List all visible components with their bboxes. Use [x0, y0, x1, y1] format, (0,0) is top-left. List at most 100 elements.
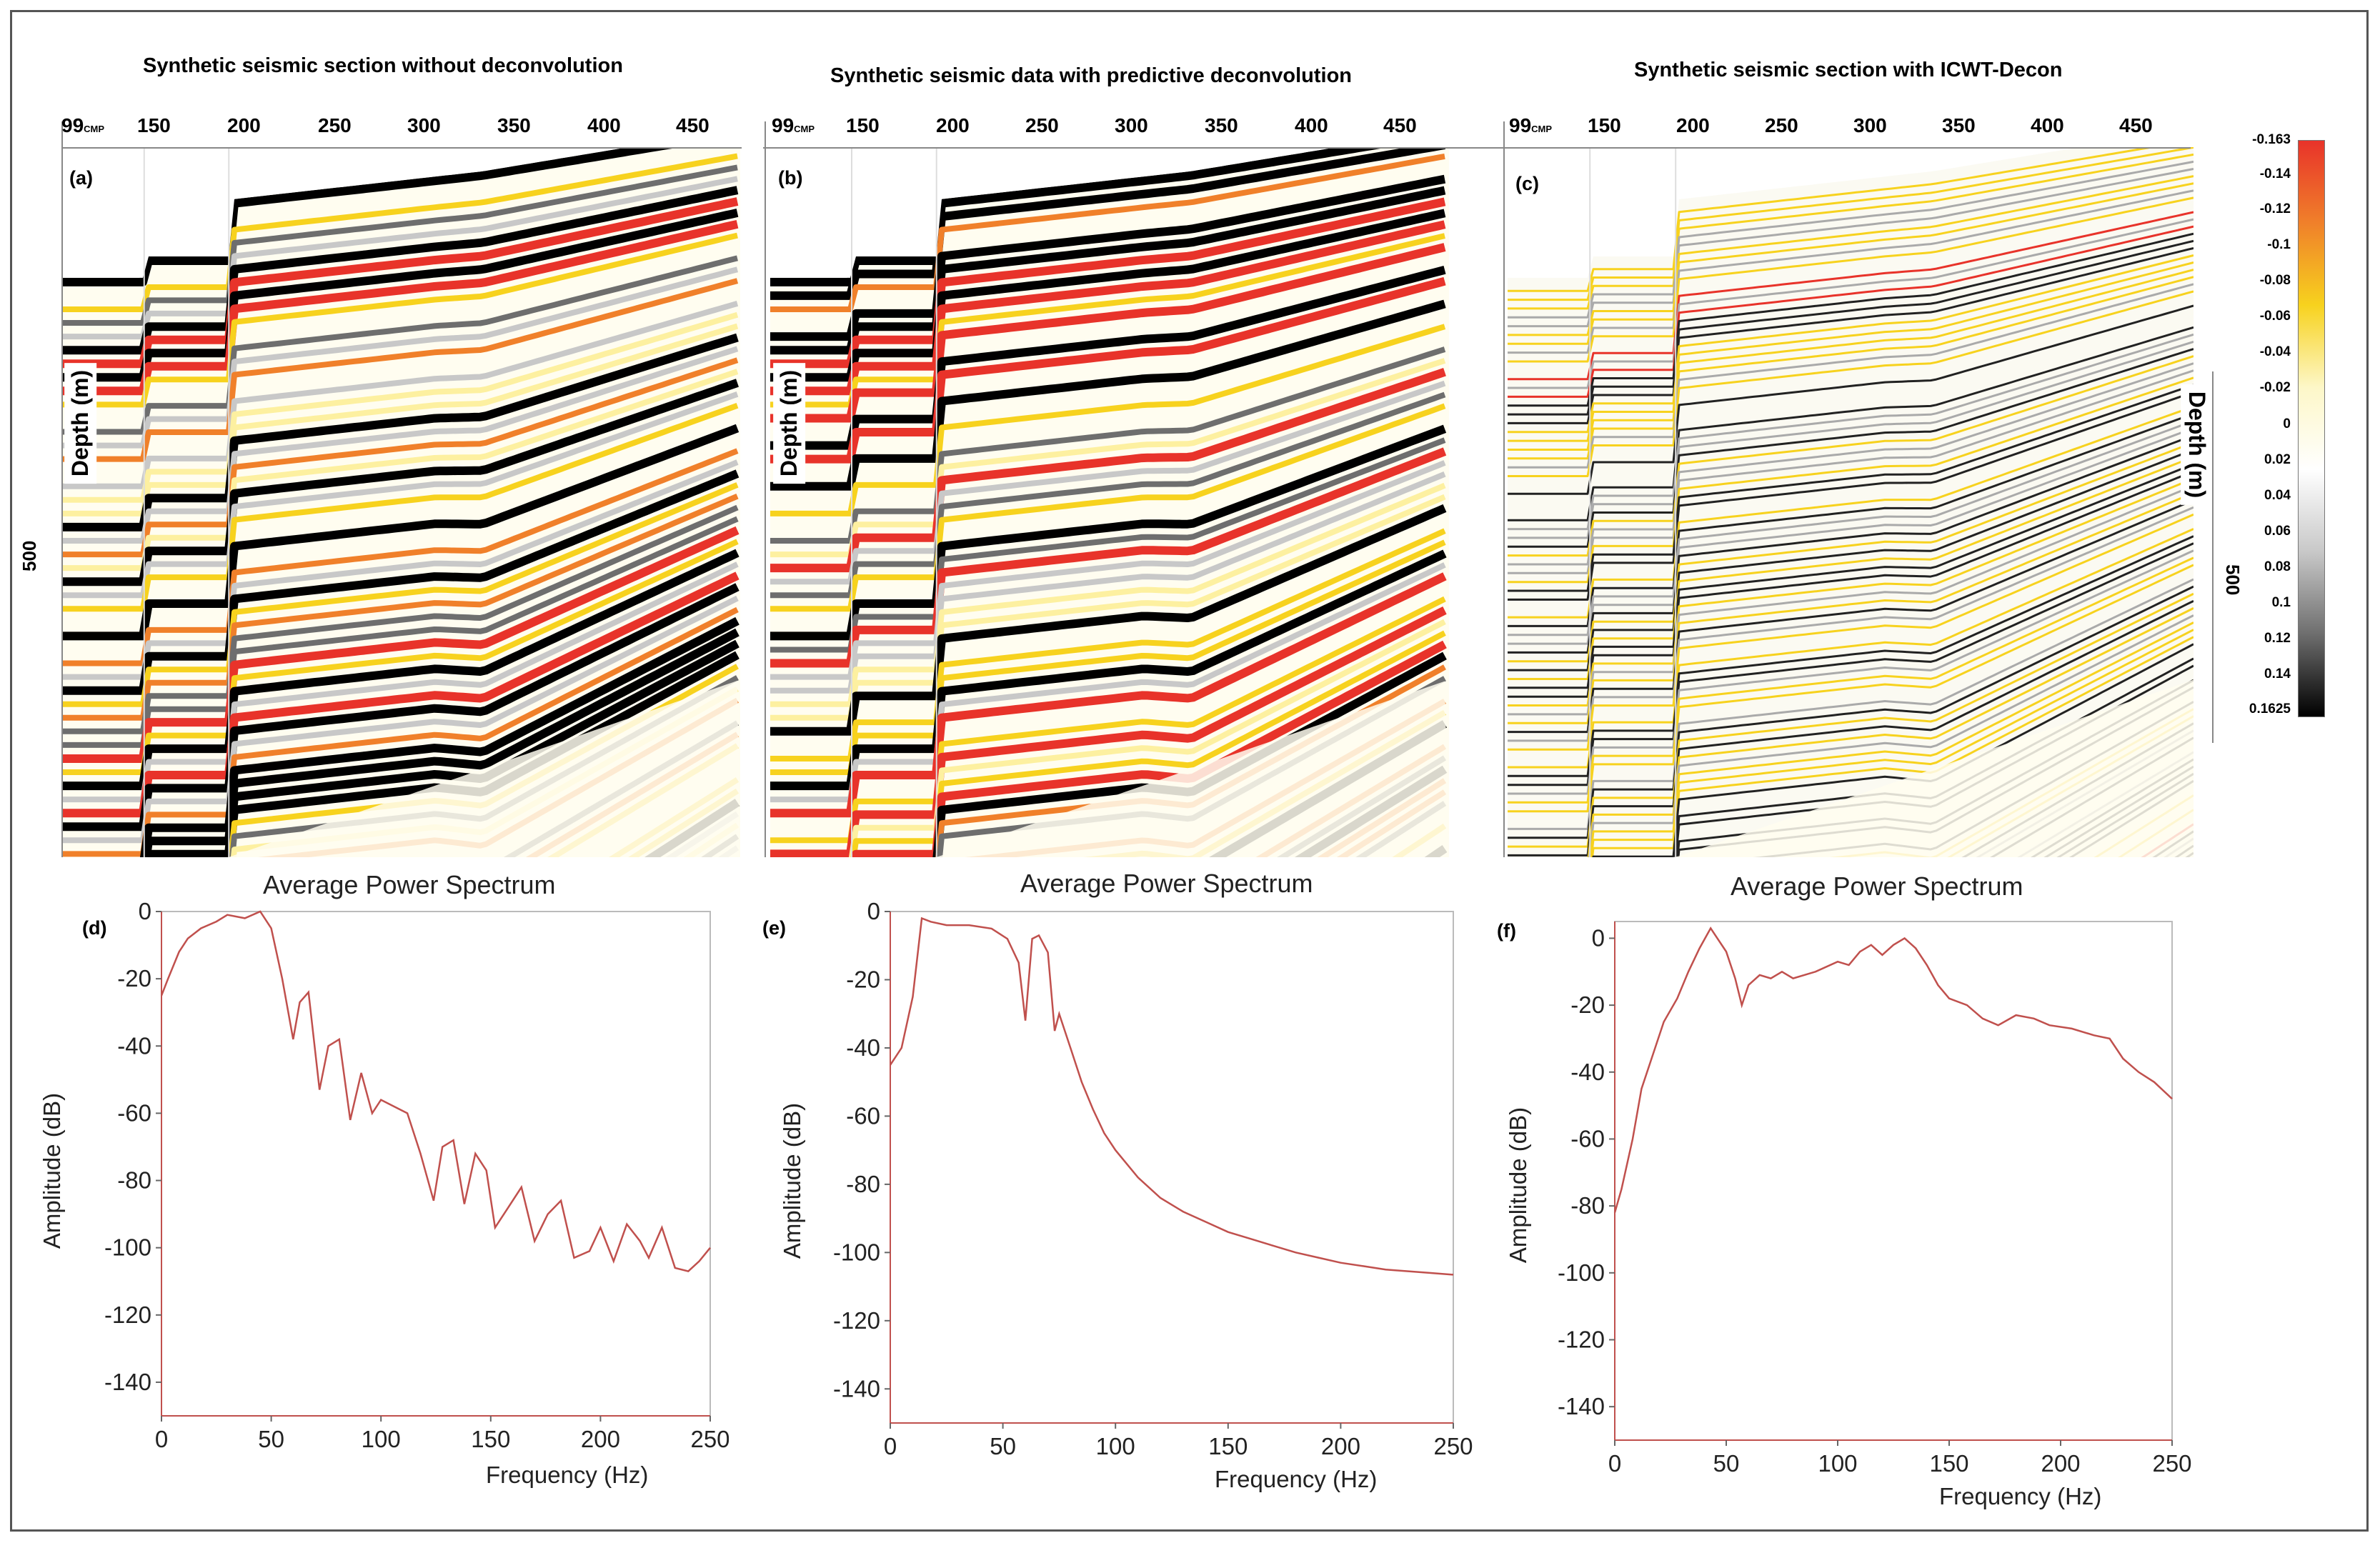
seismic-horizon — [1592, 643, 2194, 857]
panel-d-label: (d) — [79, 916, 111, 941]
cmp-tick: 350 — [1942, 114, 1976, 136]
section-bottom-fade — [1508, 679, 2194, 857]
y-tick-label: -20 — [846, 966, 880, 992]
panel-e-label: (e) — [759, 916, 790, 941]
y-tick-label: -40 — [1570, 1059, 1605, 1085]
cmp-tick: 99CMP — [1509, 114, 1553, 136]
spectrum-d-title: Average Power Spectrum — [263, 870, 556, 899]
section-c-left-axis — [1503, 121, 1505, 857]
seismic-horizon — [770, 233, 1445, 408]
seismic-horizon — [1508, 218, 2194, 389]
seismic-horizon — [63, 379, 739, 586]
seismic-horizon — [63, 197, 739, 369]
seismic-horizon — [63, 346, 739, 544]
depth-axis-label-a: Depth (m) — [64, 362, 97, 484]
y-tick-label: -80 — [1570, 1192, 1605, 1219]
seismic-horizon — [63, 482, 739, 707]
seismic-horizon — [1508, 261, 2194, 442]
seismic-horizon — [1508, 463, 2194, 689]
seismic-horizon — [63, 595, 739, 844]
seismic-horizon — [1508, 232, 2194, 407]
colorbar-tick: 0.12 — [2264, 631, 2291, 646]
cmp-tick: 400 — [587, 114, 621, 136]
seismic-horizon — [63, 516, 739, 748]
seismic-horizon — [770, 528, 1446, 761]
seismic-horizon — [63, 402, 739, 612]
colorbar-tick: -0.163 — [2252, 132, 2291, 147]
seismic-horizon — [770, 197, 1446, 369]
cmp-tick: 250 — [1765, 114, 1798, 136]
seismic-section-a — [63, 147, 740, 857]
plot-frame — [1614, 921, 2173, 1441]
seismic-horizon — [770, 368, 1446, 573]
seismic-horizon — [1508, 542, 2194, 787]
seismic-horizon — [770, 403, 1446, 612]
panel-a-label: (a) — [66, 166, 96, 191]
seismic-horizon — [770, 220, 1446, 396]
seismic-horizon — [850, 630, 1446, 857]
section-top-mask — [770, 147, 1449, 278]
panel-c-label: (c) — [1512, 171, 1543, 196]
seismic-horizon — [1508, 470, 2194, 698]
seismic-horizon — [63, 561, 739, 803]
seismic-horizon — [1508, 506, 2194, 742]
seismic-horizon — [141, 628, 740, 857]
seismic-horizon — [770, 596, 1446, 844]
seismic-horizon — [1508, 412, 2194, 627]
seismic-horizon — [63, 469, 740, 695]
seismic-horizon — [1591, 636, 2194, 857]
cmp-tick: 300 — [1115, 114, 1148, 136]
seismic-horizon — [1508, 189, 2194, 354]
spectrum-f-title: Average Power Spectrum — [1731, 872, 2023, 901]
seismic-horizon — [770, 606, 1447, 857]
seismic-horizon — [1508, 269, 2194, 451]
panel-b-label: (b) — [775, 166, 807, 191]
seismic-horizon — [1508, 456, 2194, 680]
section-top-mask — [63, 147, 740, 278]
spectrum-chart-d: 0 50 100 150 200 250 0 -20 -40 -60 -80 -100 -120 -140 — [104, 900, 729, 1452]
seismic-horizon — [225, 651, 740, 857]
seismic-horizon — [1508, 391, 2194, 601]
y-tick-label: -140 — [104, 1369, 151, 1395]
x-tick-label: 50 — [990, 1433, 1016, 1459]
seismic-horizon — [1508, 578, 2194, 830]
seismic-horizon — [770, 276, 1446, 464]
seismic-horizon — [63, 164, 738, 326]
seismic-horizon — [770, 299, 1446, 491]
cmp-tick: 200 — [227, 114, 261, 136]
seismic-horizon — [770, 447, 1447, 668]
spectrum-line — [160, 910, 711, 1272]
seismic-horizon — [1508, 333, 2194, 531]
seismic-horizon — [1508, 348, 2194, 548]
seismic-horizon — [63, 147, 681, 286]
seismic-horizon — [1508, 599, 2194, 857]
seismic-horizon — [1508, 441, 2194, 663]
figure-frame — [10, 10, 2369, 1532]
seismic-horizon — [932, 651, 1447, 857]
cmp-tick: 450 — [676, 114, 709, 136]
seismic-horizon — [1508, 384, 2194, 592]
plot-frame — [161, 911, 711, 1417]
seismic-horizon — [1508, 419, 2194, 636]
depth-axis-label-b: Depth (m) — [773, 362, 806, 484]
cmp-tick: 200 — [936, 114, 970, 136]
seismic-horizon — [1508, 362, 2194, 566]
seismic-horizon — [63, 186, 739, 355]
depth-axis-label-c: Depth (m) — [2181, 384, 2214, 506]
seismic-horizon — [63, 448, 739, 666]
seismic-horizon — [1508, 449, 2194, 671]
seismic-horizon — [63, 232, 738, 408]
seismic-horizon — [1587, 606, 2194, 857]
x-tick-label: 150 — [1208, 1433, 1248, 1459]
spectrum-e-xlabel: Frequency (Hz) — [1215, 1466, 1378, 1492]
seismic-horizon — [63, 549, 740, 791]
seismic-horizon — [144, 639, 740, 857]
cmp-tick: 250 — [318, 114, 352, 136]
y-tick-label: -60 — [117, 1099, 151, 1126]
seismic-horizon — [1508, 405, 2194, 619]
seismic-horizon — [1508, 499, 2194, 734]
x-tick-label: 250 — [1433, 1433, 1473, 1459]
seismic-horizon — [770, 549, 1447, 791]
y-tick-label: -40 — [117, 1032, 151, 1059]
seismic-horizon — [1508, 239, 2194, 416]
